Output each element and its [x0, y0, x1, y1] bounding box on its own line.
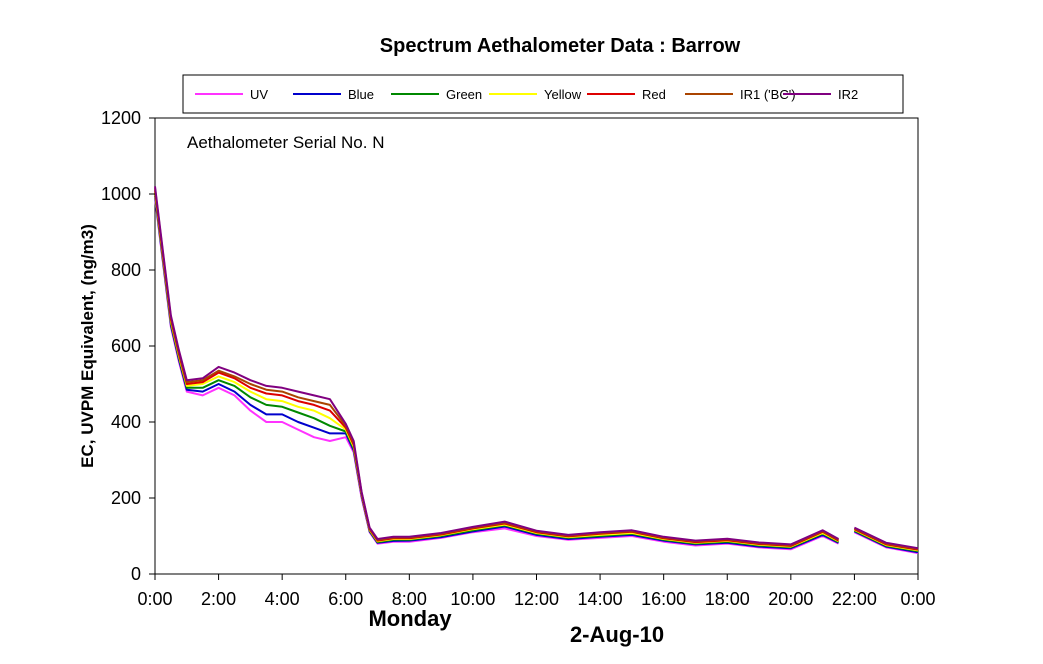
legend-entry: Blue [348, 87, 374, 102]
x-tick-label: 22:00 [832, 589, 877, 609]
legend-entry: IR2 [838, 87, 858, 102]
y-tick-label: 800 [111, 260, 141, 280]
y-tick-label: 0 [131, 564, 141, 584]
annotation: Aethalometer Serial No. N [187, 133, 384, 152]
x-tick-label: 4:00 [265, 589, 300, 609]
x-tick-label: 20:00 [768, 589, 813, 609]
y-tick-label: 400 [111, 412, 141, 432]
y-tick-label: 1000 [101, 184, 141, 204]
legend-entry: UV [250, 87, 268, 102]
legend-entry: Red [642, 87, 666, 102]
y-tick-label: 600 [111, 336, 141, 356]
x-tick-label: 0:00 [900, 589, 935, 609]
y-axis-label: EC, UVPM Equivalent, (ng/m3) [78, 224, 97, 468]
plot-area [154, 117, 919, 575]
x-tick-label: 6:00 [328, 589, 363, 609]
legend-entry: Green [446, 87, 482, 102]
x-tick-label: 16:00 [641, 589, 686, 609]
x-tick-label: 10:00 [450, 589, 495, 609]
x-tick-label: 12:00 [514, 589, 559, 609]
day-label: Monday [368, 606, 452, 631]
y-tick-label: 200 [111, 488, 141, 508]
series-layer [154, 186, 919, 555]
chart-title: Spectrum Aethalometer Data : Barrow [380, 35, 741, 57]
x-tick-label: 2:00 [201, 589, 236, 609]
x-axis-label: 2-Aug-10 [570, 622, 664, 647]
y-tick-label: 1200 [101, 108, 141, 128]
x-tick-label: 8:00 [392, 589, 427, 609]
legend-entry: Yellow [544, 87, 582, 102]
x-tick-label: 18:00 [705, 589, 750, 609]
x-tick-label: 0:00 [137, 589, 172, 609]
x-axis: 0:00 2:00 4:00 6:00 8:00 10:00 12:00 14:00 16:00… [137, 574, 936, 609]
legend-entry: IR1 ('BC') [740, 87, 796, 102]
series-line-ir2 [154, 186, 919, 550]
legend: UV Blue Green Yellow Red IR1 ('BC') IR2 [195, 87, 858, 102]
x-tick-label: 14:00 [578, 589, 623, 609]
y-axis: 0 200 400 600 800 1000 1200 [101, 108, 155, 584]
